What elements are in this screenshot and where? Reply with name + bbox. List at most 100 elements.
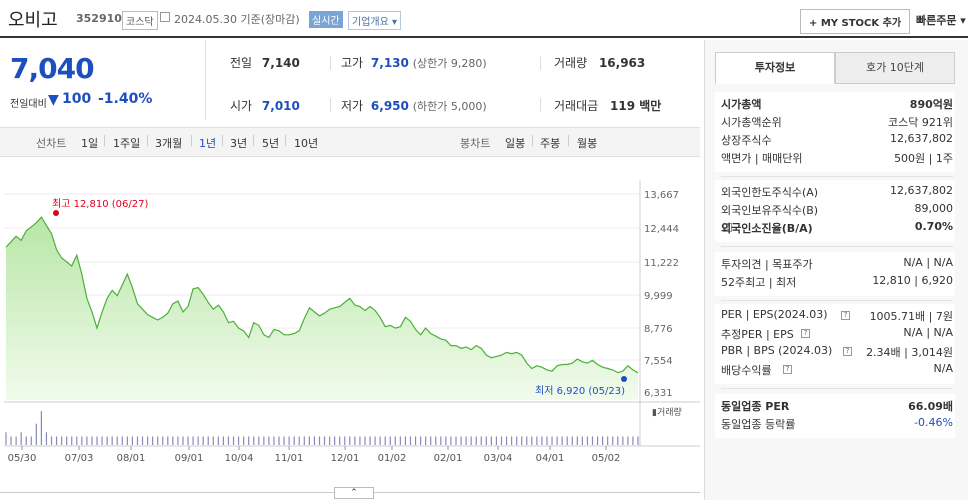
volume-bar	[480, 436, 482, 445]
candle-chart-label: 봉차트	[460, 137, 491, 150]
volume-bar	[399, 436, 401, 445]
volume-bar	[566, 436, 568, 445]
divider	[253, 135, 254, 146]
industry-per-link[interactable]: 동일업종 PER	[721, 400, 790, 413]
volume-bar	[91, 436, 93, 445]
tab-hoga-10[interactable]: 호가 10단계	[835, 52, 955, 84]
help-icon[interactable]: ?	[841, 311, 850, 320]
amount-label: 거래대금	[554, 99, 599, 113]
info-key: PBR | BPS (2024.03)	[721, 344, 833, 357]
tab-invest-info[interactable]: 투자정보	[715, 52, 835, 84]
divider	[540, 56, 541, 70]
foreign-section: 외국인한도주식수(A) 12,637,802 외국인보유주식수(B) 89,000 …	[715, 180, 955, 242]
investment-info-panel: 투자정보 호가 10단계 시가총액 890억원 시가총액순위 코스닥 921위 상장…	[704, 40, 968, 500]
info-value: 코스닥 921위	[888, 116, 953, 129]
realtime-badge[interactable]: 실시간	[309, 11, 343, 28]
volume-bar	[121, 436, 123, 445]
volume-bar	[187, 436, 189, 445]
chevron-up-icon[interactable]: ⌃	[334, 487, 374, 499]
info-value: 890억원	[909, 98, 953, 111]
x-tick-label: 08/01	[117, 453, 146, 464]
volume-bar	[227, 436, 230, 445]
volume-bar	[394, 436, 396, 445]
volume-bar	[182, 436, 184, 445]
divider	[330, 98, 331, 112]
volume-bar	[263, 436, 265, 445]
info-value: 12,637,802	[890, 132, 953, 145]
volume-bar	[531, 436, 533, 445]
volume-bar	[61, 436, 63, 445]
help-icon[interactable]: ?	[843, 347, 852, 356]
info-key: 배당수익률	[721, 364, 772, 377]
company-overview-dropdown[interactable]: 기업개요 ▾	[348, 11, 401, 30]
y-tick-label: 7,554	[644, 356, 673, 367]
price-area	[6, 217, 638, 400]
divider	[721, 176, 953, 177]
volume-bar	[298, 436, 300, 445]
volume-bar	[384, 436, 386, 445]
info-value: 12,637,802	[890, 184, 953, 197]
price-chart[interactable]: 13,667 12,444 11,222 9,999 8,776 7,554 6,331 0…	[0, 160, 700, 490]
volume-bar	[268, 436, 270, 445]
divider	[568, 135, 569, 146]
volume-bar	[485, 436, 487, 445]
info-row: 외국인보유주식수(B) 89,000	[721, 202, 953, 220]
change-value: 100	[62, 91, 92, 107]
period-5y[interactable]: 5년	[262, 137, 280, 150]
help-icon[interactable]: ?	[783, 365, 792, 374]
volume-bar	[551, 436, 553, 445]
volume-bar	[45, 432, 48, 445]
info-row: 시가총액 890억원	[721, 96, 953, 114]
info-row: 동일업종 등락률 -0.46%	[721, 416, 953, 434]
divider	[104, 135, 105, 146]
volume-bar	[617, 436, 619, 445]
quote-prev: 전일 7,140	[230, 54, 300, 71]
volume-bar	[354, 436, 356, 445]
volume-bar	[243, 436, 245, 445]
info-key: 추정PER | EPS	[721, 328, 794, 341]
help-icon[interactable]: ?	[801, 329, 810, 338]
add-mystock-button[interactable]: + MY STOCK 추가	[800, 9, 911, 34]
period-3y[interactable]: 3년	[230, 137, 248, 150]
volume-bar	[505, 436, 508, 445]
volume-value: 16,963	[598, 56, 646, 70]
period-1d[interactable]: 1일	[81, 137, 99, 150]
quote-high: 고가 7,130 (상한가 9,280)	[341, 54, 487, 71]
volume-bar	[435, 436, 437, 445]
info-row: 투자의견 | 목표주가 N/A | N/A	[721, 256, 953, 274]
period-bar: 선차트 1일 1주일 3개월 1년 3년 5년 10년 봉차트 일봉 주봉 월봉	[0, 127, 700, 157]
period-3m[interactable]: 3개월	[155, 137, 183, 150]
y-tick-label: 6,331	[644, 388, 673, 399]
info-value: 89,000	[914, 202, 954, 215]
volume-bar	[237, 436, 240, 445]
line-chart-label: 선차트	[36, 137, 67, 150]
stock-code: 352910	[76, 12, 122, 25]
volume-bar	[389, 436, 391, 445]
y-tick-label: 9,999	[644, 291, 673, 302]
candle-monthly[interactable]: 월봉	[577, 137, 598, 150]
period-1y[interactable]: 1년	[199, 137, 217, 150]
volume-bar	[455, 436, 457, 445]
volume-bar	[475, 436, 477, 445]
info-row: 액면가 | 매매단위 500원 | 1주	[721, 150, 953, 168]
help-icon[interactable]: ?	[723, 222, 732, 232]
volume-bar	[536, 436, 538, 445]
volume-bar	[369, 436, 371, 445]
volume-bar	[40, 411, 42, 445]
info-value: 2.34배 | 3,014원	[866, 346, 953, 359]
volume-bar	[25, 436, 27, 445]
volume-bar	[571, 436, 573, 445]
industry-change-link[interactable]: 동일업종 등락률	[721, 418, 796, 431]
y-tick-label: 12,444	[644, 224, 679, 235]
divider	[222, 135, 223, 146]
candle-daily[interactable]: 일봉	[505, 137, 526, 150]
quick-order-button[interactable]: 빠른주문 ▾	[916, 14, 966, 27]
period-10y[interactable]: 10년	[294, 137, 319, 150]
x-tick-label: 03/04	[484, 453, 513, 464]
candle-weekly[interactable]: 주봉	[540, 137, 561, 150]
period-1w[interactable]: 1주일	[113, 137, 141, 150]
volume-bar	[15, 436, 17, 445]
open-label: 시가	[230, 99, 253, 113]
volume-bar	[374, 436, 376, 445]
divider	[147, 135, 148, 146]
